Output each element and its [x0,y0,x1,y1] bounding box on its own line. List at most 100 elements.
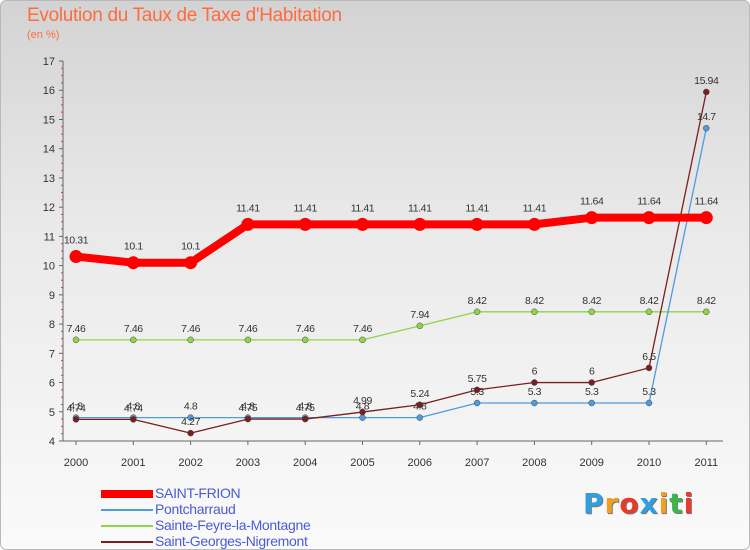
data-label: 8.42 [697,295,716,307]
data-label: 11.64 [695,196,719,208]
data-label: 7.46 [353,323,372,335]
data-label: 5.3 [585,386,599,398]
y-tick-label: 12 [43,202,55,214]
series-line-3 [75,91,707,434]
x-tick-label: 2011 [694,457,718,469]
data-label: 5.75 [468,373,487,385]
data-label: 7.46 [67,323,86,335]
series-point-0 [241,217,255,231]
series-point-2 [187,336,194,344]
series-point-3 [359,408,366,416]
logo-letter: x [639,487,659,520]
series-point-2 [72,336,80,344]
x-tick-label: 2007 [465,457,489,469]
legend-swatch [101,509,153,511]
series-point-1 [187,414,194,421]
data-label: 8.42 [640,295,659,307]
x-tick-label: 2010 [637,457,661,469]
data-label: 4.8 [241,401,255,413]
series-point-0 [413,217,427,231]
data-label: 8.42 [525,295,544,307]
series-line-1 [75,127,707,419]
data-label: 4.8 [413,401,427,413]
data-label: 5.24 [410,388,429,400]
y-tick-label: 16 [43,85,55,97]
series-point-3 [416,401,424,409]
y-tick-label: 7 [49,348,55,360]
y-tick-label: 5 [49,407,55,419]
x-tick-label: 2000 [64,457,88,469]
data-label: 4.8 [298,401,312,413]
legend-swatch [101,525,153,527]
data-label: 14.7 [697,111,716,123]
series-line-2 [75,311,707,341]
data-label: 4.74 [124,402,143,414]
series-point-0 [356,217,369,231]
series-point-0 [126,256,140,270]
data-label: 5.3 [470,386,484,398]
series-point-2 [703,308,710,316]
series-point-1 [703,124,710,132]
x-tick-label: 2006 [408,457,432,469]
y-tick-label: 11 [44,231,55,243]
series-point-3 [187,429,194,437]
series-point-2 [359,336,366,344]
series-point-0 [585,211,599,225]
x-tick-label: 2009 [579,457,603,469]
legend-label: SAINT-FRION [155,485,241,501]
logo-letter: o [619,487,640,520]
data-label: 11.41 [293,202,317,214]
data-label: 8.42 [468,295,487,307]
data-label: 10.1 [181,241,200,253]
data-label: 4.99 [353,395,372,407]
legend-swatch [101,490,153,498]
series-point-2 [645,308,653,316]
y-tick-label: 4 [49,436,55,448]
series-point-0 [699,211,713,225]
data-label: 11.41 [523,202,547,214]
data-label: 4.74 [67,402,86,414]
series-point-0 [298,217,312,231]
chart-title: Evolution du Taux de Taxe d'Habitation [27,5,342,26]
series-point-1 [416,414,424,421]
series-point-2 [130,336,137,344]
series-point-3 [301,415,309,423]
series-point-2 [588,308,595,316]
y-tick-label: 8 [49,319,55,331]
x-tick-label: 2005 [350,457,374,469]
series-point-2 [473,308,481,316]
series-line-0 [72,213,711,267]
data-label: 11.41 [236,202,260,214]
data-label: 6 [532,366,538,378]
data-label: 6 [589,366,595,378]
series-point-3 [588,379,595,386]
data-label: 7.46 [124,323,143,335]
data-label: 11.41 [408,202,432,214]
series-point-3 [72,416,80,423]
data-label: 7.46 [296,323,315,335]
x-tick-label: 2003 [236,457,260,469]
series-point-1 [359,414,366,421]
legend-swatch [101,541,153,543]
series-point-0 [470,217,484,231]
series-point-3 [244,415,252,423]
y-tick-label: 15 [43,114,55,126]
data-label: 7.46 [238,323,257,335]
series-point-3 [473,386,481,394]
legend-label: Sainte-Feyre-la-Montagne [155,517,311,533]
legend-label: Pontcharraud [155,501,236,517]
series-point-2 [416,322,424,330]
data-label: 4.8 [69,401,83,413]
series-point-1 [588,399,595,407]
series-point-0 [642,211,656,225]
series-point-0 [69,250,83,264]
data-label: 11.41 [351,202,375,214]
series-point-2 [301,336,309,344]
series-point-3 [645,364,653,372]
data-label: 4.8 [184,401,198,413]
data-label: 10.31 [64,235,89,247]
series-point-2 [531,308,538,316]
y-tick-label: 13 [43,173,55,185]
data-label: 4.8 [356,401,370,413]
